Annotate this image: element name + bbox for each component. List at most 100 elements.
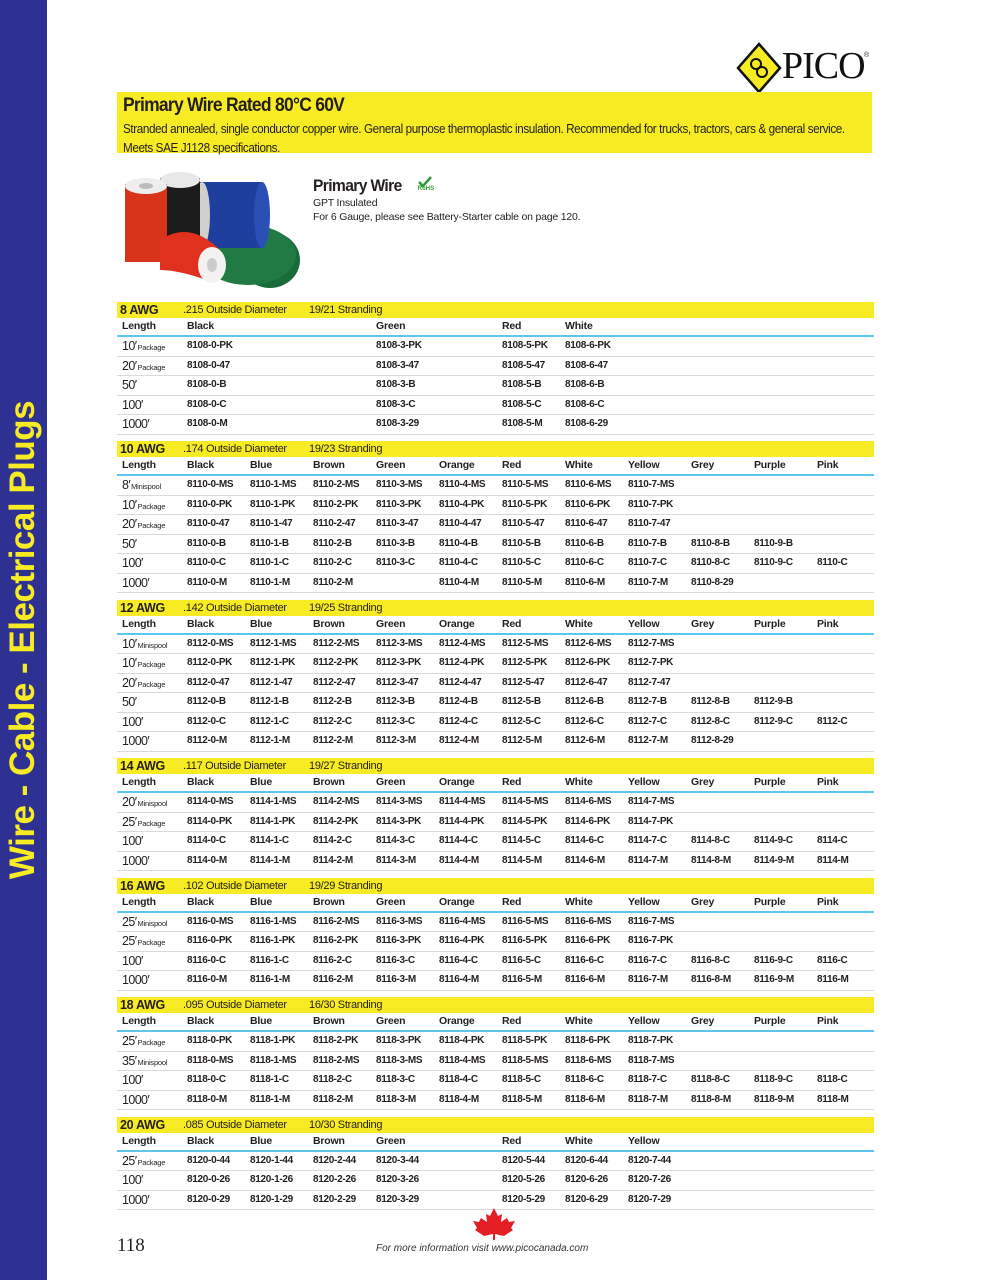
part-number: [748, 654, 811, 675]
table-row: 100′ 8116-0-C 8116-1-C 8116-2-C 8116-3-C 8116…: [117, 952, 874, 971]
part-number: [811, 337, 874, 358]
length-note: Package: [137, 521, 166, 530]
table-row: 1000′ 8120-0-29 8120-1-29 8120-2-29 8120-3-2…: [117, 1191, 874, 1210]
part-number: [685, 932, 748, 953]
length-note: Package: [137, 1038, 166, 1047]
table-row: 100′ 8118-0-C 8118-1-C 8118-2-C 8118-3-C 8118…: [117, 1071, 874, 1091]
table-row: 100′ 8108-0-C 8108-3-C 8108-5-C 8108-6-C: [117, 396, 874, 415]
column-header-row: Length Black Blue Brown Green Orange Red White Y…: [117, 774, 874, 793]
length-value: 100′: [122, 1173, 143, 1187]
part-number: 8114-0-PK: [187, 815, 233, 827]
header-banner: Primary Wire Rated 80°C 60V Stranded ann…: [117, 92, 872, 155]
part-number: 8120-0-44: [187, 1154, 230, 1166]
column-header: Green: [376, 459, 406, 471]
part-number: 8108-3-29: [376, 418, 419, 429]
part-number: 8110-3-47: [376, 518, 419, 529]
part-number: 8114-0-C: [187, 835, 226, 846]
part-number: [748, 813, 811, 834]
part-number: 8114-1-PK: [250, 815, 296, 827]
column-header: Red: [502, 776, 522, 788]
part-number: [811, 476, 874, 497]
length-value: 100′: [122, 834, 143, 848]
part-number: 8116-1-M: [250, 974, 290, 985]
length-cell: 50′: [117, 693, 181, 712]
table-row: 100′ 8114-0-C 8114-1-C 8114-2-C 8114-3-C 8114…: [117, 832, 874, 852]
part-number: 8114-5-C: [502, 835, 541, 846]
part-number: 8110-7-47: [628, 518, 671, 529]
outside-diameter: .215 Outside Diameter: [183, 304, 287, 316]
part-number: [748, 396, 811, 415]
part-number: 8120-6-44: [565, 1154, 608, 1166]
column-header: Black: [187, 617, 215, 630]
part-number: [811, 376, 874, 395]
part-number: 8112-6-47: [565, 676, 608, 688]
length-cell: 1000′: [117, 574, 181, 593]
part-number: 8110-0-47: [187, 518, 230, 529]
part-number: 8118-7-M: [628, 1093, 668, 1105]
part-number: 8116-4-C: [439, 954, 478, 966]
part-number: [685, 337, 748, 358]
part-number: [433, 357, 496, 378]
part-number: 8114-9-C: [754, 835, 793, 846]
part-number: 8116-1-C: [250, 954, 289, 966]
part-number: 8120-3-29: [376, 1193, 419, 1205]
table-row: 25′Package 8118-0-PK 8118-1-PK 8118-2-PK 811…: [117, 1032, 874, 1052]
part-number: [811, 415, 874, 434]
table-row: 25′Package 8116-0-PK 8116-1-PK 8116-2-PK 811…: [117, 932, 874, 952]
table-row: 25′Package 8120-0-44 8120-1-44 8120-2-44 812…: [117, 1152, 874, 1171]
part-number: 8116-2-PK: [313, 935, 359, 946]
part-number: [685, 415, 748, 434]
part-number: 8118-7-MS: [628, 1054, 675, 1066]
part-number: 8114-2-C: [313, 835, 352, 846]
column-header: Blue: [250, 1134, 272, 1147]
part-number: 8120-2-44: [313, 1154, 356, 1166]
column-header: White: [565, 459, 593, 471]
column-header: Grey: [691, 617, 715, 630]
part-number: [748, 674, 811, 695]
column-header: Red: [502, 617, 522, 630]
part-number: 8116-8-C: [691, 954, 730, 966]
awg-table: 18 AWG .095 Outside Diameter 16/30 Strandi…: [117, 997, 874, 1110]
part-number: 8112-7-MS: [628, 637, 675, 649]
part-number: 8112-C: [817, 715, 848, 727]
column-header: White: [565, 776, 593, 788]
part-number: 8116-3-C: [376, 954, 415, 966]
length-value: 20′: [122, 358, 137, 373]
part-number: 8118-9-C: [754, 1074, 793, 1085]
table-row: 20′Package 8110-0-47 8110-1-47 8110-2-47 811…: [117, 515, 874, 535]
outside-diameter: .085 Outside Diameter: [183, 1118, 287, 1131]
part-number: [811, 654, 874, 675]
part-number: 8110-2-PK: [313, 498, 359, 510]
part-number: 8112-9-B: [754, 696, 793, 707]
column-header: Yellow: [628, 776, 660, 788]
part-number: [307, 376, 370, 395]
part-number: 8112-3-M: [376, 735, 416, 746]
column-header: Brown: [313, 1015, 345, 1027]
length-cell: 1000′: [117, 1091, 181, 1110]
column-header: Pink: [817, 895, 839, 908]
part-number: 8116-4-PK: [439, 935, 485, 946]
part-number: 8116-5-PK: [502, 935, 548, 946]
outside-diameter: .142 Outside Diameter: [183, 601, 287, 614]
part-number: 8120-5-26: [502, 1174, 545, 1185]
length-value: 25′: [122, 814, 137, 829]
part-number: 8112-4-MS: [439, 637, 486, 649]
part-number: 8116-0-MS: [187, 915, 234, 927]
part-number: 8108-5-B: [502, 379, 542, 390]
part-number: 8112-4-C: [439, 715, 478, 727]
part-number: 8112-0-B: [187, 696, 226, 707]
part-number: [433, 1191, 496, 1210]
page-description: Stranded annealed, single conductor copp…: [123, 121, 845, 155]
part-number: [307, 337, 370, 358]
part-number: 8110-6-C: [565, 557, 604, 568]
part-number: 8116-3-PK: [376, 935, 422, 946]
part-number: 8110-1-47: [250, 518, 293, 529]
part-number: 8108-0-47: [187, 359, 230, 371]
part-number: 8110-C: [817, 557, 848, 568]
part-number: 8118-1-C: [250, 1074, 289, 1085]
column-header: Grey: [691, 1015, 715, 1027]
rohs-label: RoHS: [417, 186, 435, 192]
length-cell: 100′: [117, 832, 181, 851]
part-number: 8110-0-MS: [187, 479, 234, 490]
awg-gauge: 10 AWG: [120, 442, 165, 456]
